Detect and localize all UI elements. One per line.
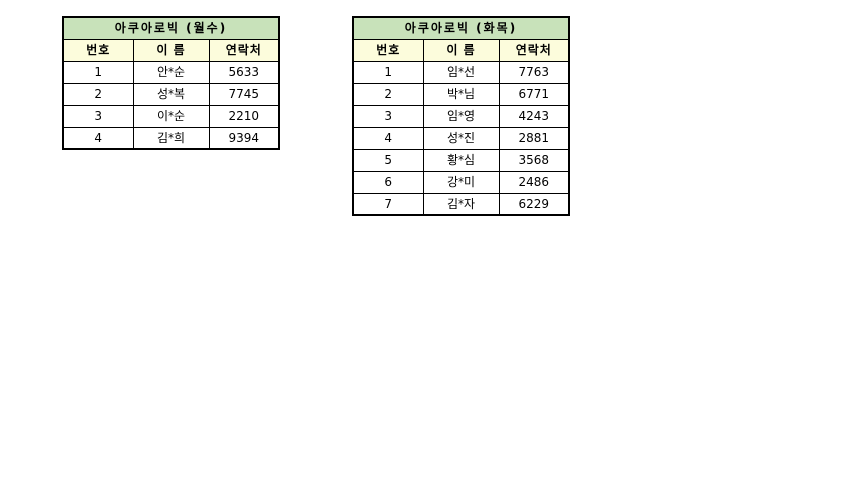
table-row: 6 강*미 2486	[352, 170, 570, 194]
table-header-row: 번호 이 름 연락처	[62, 38, 280, 62]
table-row: 4 성*진 2881	[352, 126, 570, 150]
row-number-cell: 6	[352, 170, 424, 194]
column-header-contact: 연락처	[498, 38, 570, 62]
row-number-cell: 3	[62, 104, 134, 128]
contact-cell: 4243	[498, 104, 570, 128]
table-row: 4 김*희 9394	[62, 126, 280, 150]
name-cell: 황*심	[422, 148, 500, 172]
row-number-cell: 2	[62, 82, 134, 106]
column-header-number: 번호	[62, 38, 134, 62]
contact-cell: 6771	[498, 82, 570, 106]
name-cell: 임*영	[422, 104, 500, 128]
row-number-cell: 1	[352, 60, 424, 84]
contact-cell: 7763	[498, 60, 570, 84]
row-number-cell: 4	[352, 126, 424, 150]
contact-cell: 5633	[208, 60, 280, 84]
row-number-cell: 5	[352, 148, 424, 172]
table-title-row: 아쿠아로빅 (월수)	[62, 16, 280, 40]
table-row: 2 성*복 7745	[62, 82, 280, 106]
name-cell: 임*선	[422, 60, 500, 84]
contact-cell: 2210	[208, 104, 280, 128]
contact-cell: 3568	[498, 148, 570, 172]
table-row: 1 안*순 5633	[62, 60, 280, 84]
name-cell: 강*미	[422, 170, 500, 194]
name-cell: 성*진	[422, 126, 500, 150]
roster-table-tuethu: 아쿠아로빅 (화목) 번호 이 름 연락처 1 임*선 7763 2 박*님 6…	[352, 16, 571, 216]
name-cell: 안*순	[132, 60, 210, 84]
row-number-cell: 4	[62, 126, 134, 150]
row-number-cell: 3	[352, 104, 424, 128]
column-header-name: 이 름	[132, 38, 210, 62]
contact-cell: 6229	[498, 192, 570, 216]
table-row: 2 박*님 6771	[352, 82, 570, 106]
table-row: 5 황*심 3568	[352, 148, 570, 172]
name-cell: 김*자	[422, 192, 500, 216]
name-cell: 성*복	[132, 82, 210, 106]
contact-cell: 9394	[208, 126, 280, 150]
column-header-name: 이 름	[422, 38, 500, 62]
table-title-row: 아쿠아로빅 (화목)	[352, 16, 570, 40]
name-cell: 박*님	[422, 82, 500, 106]
row-number-cell: 7	[352, 192, 424, 216]
table-row: 3 임*영 4243	[352, 104, 570, 128]
contact-cell: 2486	[498, 170, 570, 194]
name-cell: 김*희	[132, 126, 210, 150]
row-number-cell: 2	[352, 82, 424, 106]
table-row: 3 이*순 2210	[62, 104, 280, 128]
column-header-number: 번호	[352, 38, 424, 62]
table-title: 아쿠아로빅 (월수)	[62, 16, 280, 40]
column-header-contact: 연락처	[208, 38, 280, 62]
contact-cell: 2881	[498, 126, 570, 150]
name-cell: 이*순	[132, 104, 210, 128]
table-row: 7 김*자 6229	[352, 192, 570, 216]
contact-cell: 7745	[208, 82, 280, 106]
row-number-cell: 1	[62, 60, 134, 84]
table-title: 아쿠아로빅 (화목)	[352, 16, 570, 40]
roster-table-monwed: 아쿠아로빅 (월수) 번호 이 름 연락처 1 안*순 5633 2 성*복 7…	[62, 16, 281, 150]
table-row: 1 임*선 7763	[352, 60, 570, 84]
table-header-row: 번호 이 름 연락처	[352, 38, 570, 62]
